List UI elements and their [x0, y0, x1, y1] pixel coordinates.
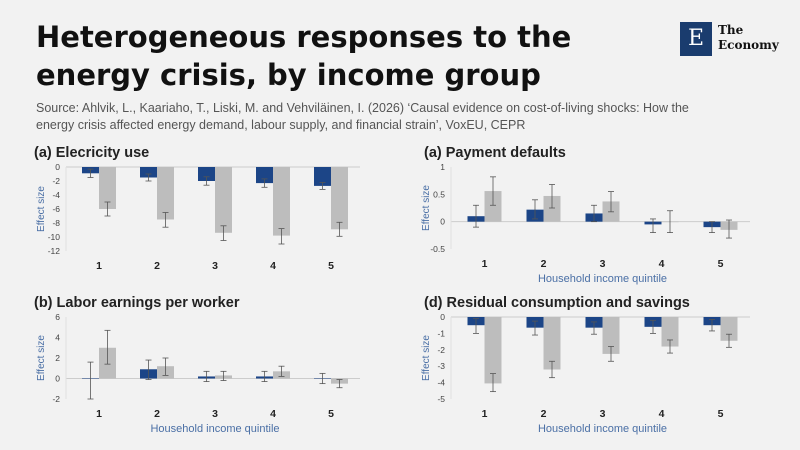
x-tick-label: 3	[600, 408, 606, 420]
y-axis-label: Effect size	[421, 185, 432, 231]
bar-series-b	[661, 317, 679, 347]
y-tick-label: -1	[437, 328, 445, 338]
x-tick-label: 2	[154, 408, 160, 420]
x-axis-label: Household income quintile	[538, 423, 667, 435]
y-tick-label: -10	[48, 232, 61, 242]
panel-title-payment: (a) Payment defaults	[424, 145, 566, 161]
logo-line-1: The	[718, 23, 744, 37]
x-tick-label: 1	[482, 408, 488, 420]
y-tick-label: 0.5	[433, 189, 445, 199]
y-tick-label: -3	[437, 361, 445, 371]
bar-series-a	[140, 167, 157, 178]
y-tick-label: -4	[437, 378, 445, 388]
y-tick-label: -12	[48, 246, 61, 256]
residual-consumption-chart: Effect size 0 -1 -2 -3 -4 -5 1 2 3 4 5 Household inc…	[421, 312, 750, 435]
labor-earnings-chart: Effect size 6 4 2 0 -2 1 2 3 4 5 Household income q…	[36, 312, 360, 435]
y-tick-label: 0	[55, 162, 60, 172]
bar-series-b	[543, 317, 561, 370]
bar-series-b	[331, 167, 348, 230]
bar-series-b	[215, 167, 232, 233]
bar-series-b	[602, 317, 620, 354]
publisher-logo[interactable]: E The Economy	[680, 22, 790, 56]
y-tick-label: -0.5	[430, 244, 445, 254]
y-tick-label: 6	[55, 312, 60, 322]
bar-series-b	[543, 195, 561, 222]
y-tick-label: -2	[52, 176, 60, 186]
x-tick-label: 3	[600, 258, 606, 270]
x-tick-label: 3	[212, 260, 218, 272]
bar-series-b	[484, 317, 502, 384]
y-tick-label: 0	[55, 374, 60, 384]
x-tick-label: 1	[96, 408, 102, 420]
bar-series-b	[720, 317, 738, 341]
y-axis-label: Effect size	[36, 335, 47, 381]
y-tick-label: -2	[437, 345, 445, 355]
source-note: Source: Ahlvik, L., Kaariaho, T., Liski,…	[36, 101, 689, 132]
y-tick-label: 2	[55, 353, 60, 363]
logo-line-2: Economy	[718, 38, 779, 52]
y-tick-label: -5	[437, 394, 445, 404]
y-tick-label: -6	[52, 204, 60, 214]
x-tick-label: 4	[270, 408, 276, 420]
x-tick-label: 5	[718, 258, 724, 270]
y-tick-label: 1	[440, 162, 445, 172]
x-tick-label: 2	[541, 408, 547, 420]
x-tick-label: 1	[96, 260, 102, 272]
bar-series-b	[157, 167, 174, 220]
panel-title-labor: (b) Labor earnings per worker	[34, 295, 240, 311]
chart-title: Heterogeneous responses to the energy cr…	[36, 20, 572, 92]
y-axis-label: Effect size	[36, 186, 47, 232]
x-axis-label: Household income quintile	[538, 273, 667, 285]
bar-series-a	[256, 167, 273, 184]
x-tick-label: 4	[270, 260, 276, 272]
y-tick-label: 0	[440, 217, 445, 227]
bar-series-a	[314, 167, 331, 186]
y-tick-label: -4	[52, 190, 60, 200]
x-tick-label: 4	[659, 258, 665, 270]
bar-series-b	[484, 191, 502, 222]
bar-series-a	[198, 167, 215, 181]
y-tick-label: 4	[55, 333, 60, 343]
electricity-chart: Effect size 0 -2 -4 -6 -8 -10 -12 1 2 3 4 5	[36, 162, 360, 272]
logo-mark: E	[680, 22, 712, 56]
x-tick-label: 4	[659, 408, 665, 420]
x-tick-label: 5	[328, 260, 334, 272]
y-tick-label: -8	[52, 218, 60, 228]
y-tick-label: 0	[440, 312, 445, 322]
x-axis-label: Household income quintile	[150, 423, 279, 435]
panel-title-electricity: (a) Elecricity use	[34, 145, 150, 161]
logo-wordmark: The Economy	[718, 23, 788, 53]
y-axis-label: Effect size	[421, 335, 432, 381]
x-tick-label: 5	[328, 408, 334, 420]
payment-defaults-chart: Effect size 1 0.5 0 -0.5 1 2 3 4 5 Household incom…	[421, 162, 750, 285]
x-tick-label: 2	[541, 258, 547, 270]
panel-title-residual: (d) Residual consumption and savings	[424, 295, 690, 311]
x-tick-label: 2	[154, 260, 160, 272]
x-tick-label: 3	[212, 408, 218, 420]
x-tick-label: 1	[482, 258, 488, 270]
x-tick-label: 5	[718, 408, 724, 420]
bar-series-b	[273, 167, 290, 236]
bar-series-b	[99, 167, 116, 209]
y-tick-label: -2	[52, 394, 60, 404]
